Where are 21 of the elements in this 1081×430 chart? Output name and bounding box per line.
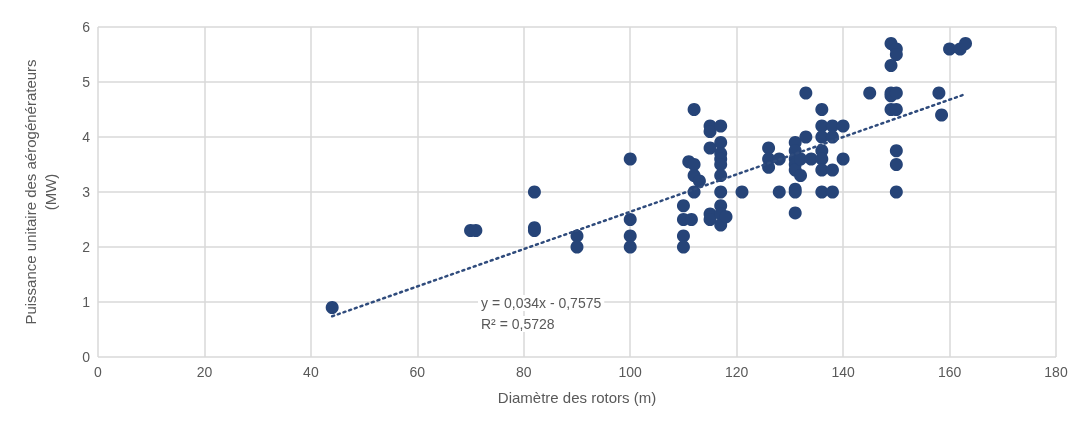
x-tick-label: 140 <box>831 364 855 380</box>
y-tick-label: 3 <box>82 184 91 200</box>
y-tick-label: 6 <box>82 19 91 35</box>
y-tick-label: 2 <box>82 239 91 255</box>
y-tick-label: 1 <box>82 294 91 310</box>
x-tick-label: 180 <box>1044 364 1068 380</box>
x-tick-label: 20 <box>196 364 213 380</box>
x-tick-label: 160 <box>937 364 962 380</box>
y-tick-label: 0 <box>82 349 91 365</box>
annotation: y = 0,034x - 0,7575 <box>481 295 602 311</box>
y-tick-label: 5 <box>82 74 91 90</box>
x-tick-label: 40 <box>303 364 319 380</box>
x-tick-label: 60 <box>409 364 426 380</box>
y-axis-title: Puissance unitaire des aérogénérateurs (MW) <box>21 59 59 325</box>
x-tick-label: 100 <box>618 364 643 380</box>
x-axis-title: Diamètre des rotors (m) <box>497 388 657 406</box>
annotation: R² = 0,5728 <box>481 316 555 332</box>
x-tick-label: 120 <box>724 364 749 380</box>
x-tick-label: 0 <box>94 364 103 380</box>
x-tick-label: 80 <box>515 364 532 380</box>
y-tick-label: 4 <box>82 129 91 145</box>
